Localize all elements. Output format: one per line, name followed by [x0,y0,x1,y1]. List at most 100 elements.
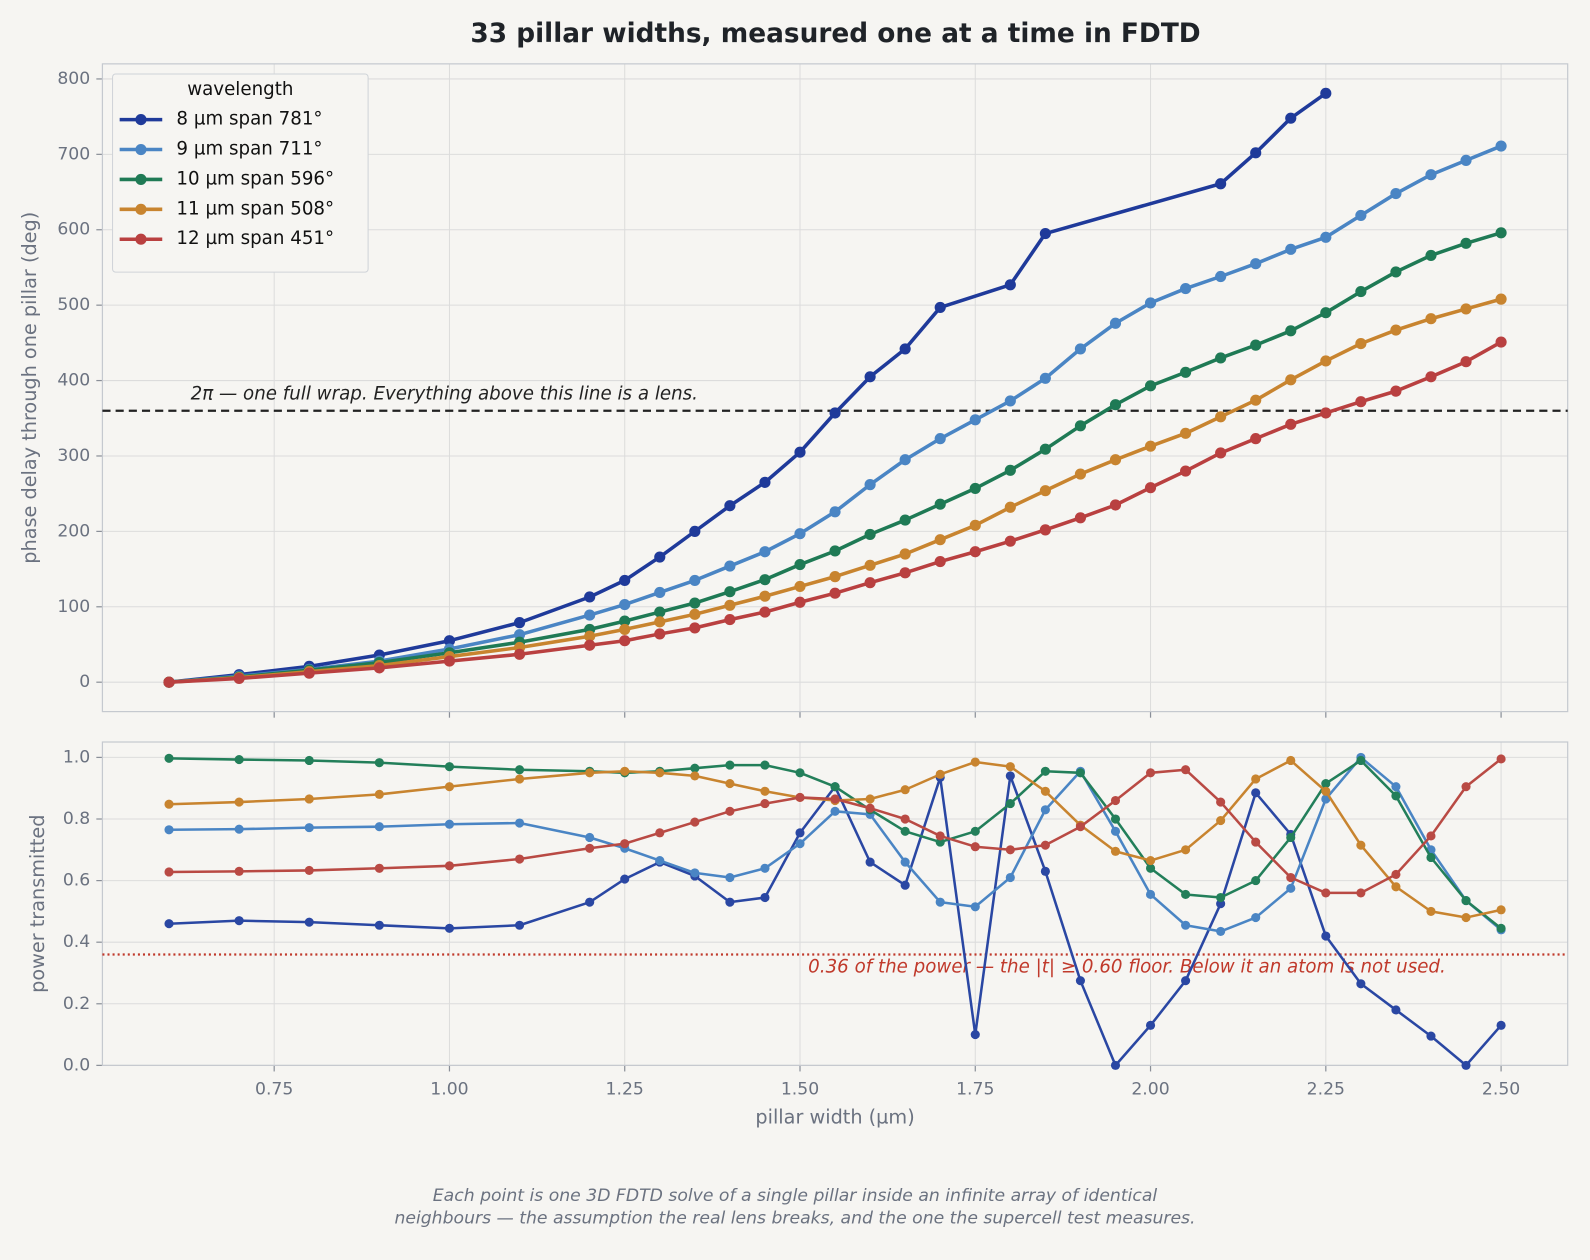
point [794,558,806,571]
point [515,774,525,784]
legend-marker [135,203,147,215]
point [970,1030,980,1040]
point [373,662,385,674]
point [794,580,806,593]
series [164,754,1506,898]
point [1181,976,1191,986]
point [585,832,595,843]
point [515,818,525,828]
point [689,574,701,586]
point [1250,433,1262,445]
point [619,623,631,635]
point [689,608,701,620]
point [1390,324,1402,336]
point [655,856,665,866]
point [900,857,910,867]
point [1145,768,1156,778]
y-tick-label: 0.4 [63,932,90,952]
point [164,753,174,763]
y-tick-label: 800 [57,69,90,89]
point [1005,799,1015,809]
point [1390,385,1402,397]
y-tick-label: 200 [57,521,90,541]
point [689,622,701,634]
point [969,546,981,558]
point [1005,771,1015,781]
point [515,765,525,775]
y-tick-label: 1.0 [63,747,90,767]
point [1181,889,1191,900]
point [1144,482,1157,494]
point [1109,399,1122,411]
point [1390,187,1402,200]
point [1250,339,1262,351]
point [1320,355,1332,367]
point [1495,140,1507,152]
y-tick-label: 100 [57,597,90,617]
legend-title: wavelength [187,79,293,100]
point [1251,774,1261,784]
point [1391,869,1401,879]
point [830,794,840,804]
point [1075,976,1085,986]
point [1355,286,1367,298]
point [1004,279,1016,291]
point [794,596,806,608]
point [934,301,946,313]
x-tick-label: 1.75 [956,1080,994,1100]
point [865,803,875,813]
point [1004,464,1016,476]
point [760,786,770,796]
point [234,824,244,834]
point [899,548,911,560]
point [829,587,841,599]
point [1391,782,1401,792]
legend-label: 8 µm span 781° [176,109,322,130]
point [1250,394,1262,406]
point [935,897,945,907]
point [1355,338,1367,350]
point [374,758,384,768]
point [864,479,876,491]
series [163,336,1507,688]
point [513,617,526,629]
x-tick-label: 2.00 [1131,1080,1169,1100]
legend-marker [135,143,147,156]
point [163,676,175,688]
point [1496,905,1506,915]
point [1285,325,1297,337]
point [303,667,315,679]
point [619,635,631,647]
point [900,814,910,824]
point [970,757,980,767]
point [1460,303,1472,315]
point [1425,169,1437,181]
point [724,586,736,598]
point [1321,888,1331,898]
point [1040,866,1050,876]
point [1110,826,1121,836]
point [304,755,314,766]
y-tick-label: 500 [57,295,90,315]
point [1180,366,1192,378]
x-tick-label: 2.25 [1307,1080,1345,1100]
point [374,920,384,930]
point [1356,979,1366,989]
point [444,782,455,792]
point [1215,447,1227,459]
x-tick-label: 2.50 [1482,1080,1520,1100]
point [935,831,945,841]
point [444,819,455,829]
point [1040,805,1050,815]
point [304,794,314,804]
point [1355,209,1367,222]
point [443,655,456,667]
point [760,863,770,873]
point [584,639,596,651]
legend-box [112,73,369,273]
point [1425,313,1437,325]
point [1285,418,1297,430]
point [1250,258,1262,270]
